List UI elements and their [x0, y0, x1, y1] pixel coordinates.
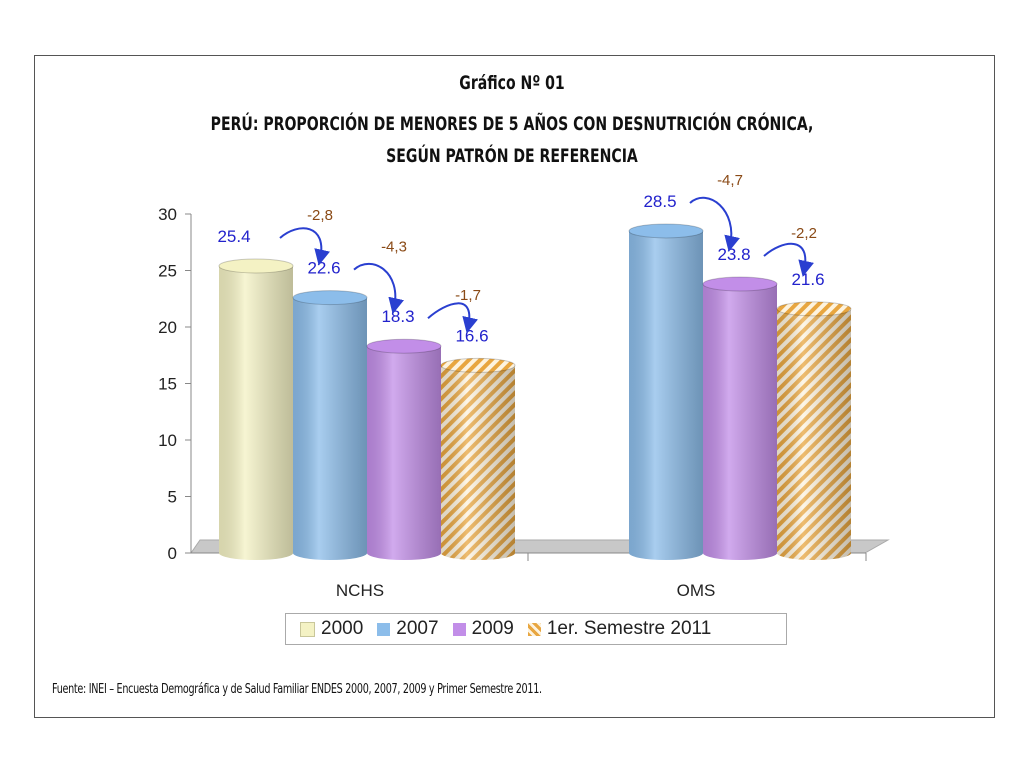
y-tick-label: 5: [168, 488, 177, 507]
difference-label: -4,7: [717, 172, 743, 189]
value-label: 22.6: [307, 259, 340, 278]
legend-label-2007: 2007: [396, 618, 439, 639]
legend-swatch-2000: [300, 621, 315, 637]
bar-nchs-2007: [292, 290, 368, 560]
difference-arrow: [279, 227, 330, 266]
value-label: 25.4: [217, 227, 250, 246]
bar-shading: [367, 346, 441, 560]
value-label: 28.5: [643, 192, 676, 211]
legend-item-2007: 2007: [377, 618, 439, 640]
difference-arrow: [689, 196, 740, 252]
bar-nchs-2000: [218, 258, 294, 560]
bar-top: [776, 301, 852, 317]
value-label: 21.6: [791, 270, 824, 289]
difference-arrow: [763, 242, 814, 277]
y-tick-label: 20: [158, 318, 177, 337]
difference-arrow: [427, 302, 478, 334]
y-tick-label: 15: [158, 375, 177, 394]
legend-swatch-2007: [377, 622, 391, 636]
difference-label: -1,7: [455, 287, 481, 304]
legend-item-2000: 2000: [300, 618, 363, 640]
difference-label: -2,2: [791, 225, 817, 242]
bar-shading: [441, 365, 515, 560]
legend-swatch-2011: [527, 622, 541, 636]
chart-title: Gráfico Nº 01: [459, 72, 565, 94]
bar-shading: [777, 308, 851, 560]
y-tick-label: 0: [168, 544, 177, 563]
legend-swatch-2009: [452, 622, 466, 636]
legend-label-2000: 2000: [321, 618, 364, 639]
legend-item-2011: 1er. Semestre 2011: [527, 618, 712, 640]
category-label: OMS: [677, 581, 716, 600]
bar-shading: [219, 265, 293, 560]
y-tick-label: 10: [158, 431, 177, 450]
bar-top: [702, 276, 778, 292]
value-label: 16.6: [455, 326, 488, 345]
value-label: 23.8: [717, 245, 750, 264]
bar-oms-1ersemestre2011: [776, 301, 852, 560]
bar-top: [218, 258, 294, 274]
value-label: 18.3: [381, 307, 414, 326]
difference-label: -2,8: [307, 207, 333, 224]
bar-top: [292, 290, 368, 306]
source-note: Fuente: INEI – Encuesta Demográfica y de…: [52, 682, 542, 697]
legend: 2000 2007 2009 1er. Semestre 2011: [285, 613, 787, 645]
bar-top: [366, 338, 442, 354]
legend-label-2009: 2009: [471, 618, 514, 639]
legend-label-2011: 1er. Semestre 2011: [546, 618, 712, 639]
difference-label: -4,3: [381, 239, 407, 256]
bar-shading: [629, 230, 703, 560]
bar-oms-2007: [628, 223, 704, 560]
bar-shading: [293, 297, 367, 560]
bar-top: [440, 357, 516, 373]
legend-item-2009: 2009: [452, 618, 514, 640]
bar-nchs-1ersemestre2011: [440, 357, 516, 560]
bar-oms-2009: [702, 276, 778, 560]
difference-arrow: [353, 263, 404, 315]
bar-nchs-2009: [366, 338, 442, 560]
y-tick-label: 30: [158, 205, 177, 224]
chart-subtitle: PERÚ: PROPORCIÓN DE MENORES DE 5 AÑOS CO…: [210, 113, 814, 167]
bar-shading: [703, 284, 777, 560]
bar-top: [628, 223, 704, 239]
category-label: NCHS: [336, 581, 384, 600]
y-tick-label: 25: [158, 262, 177, 281]
